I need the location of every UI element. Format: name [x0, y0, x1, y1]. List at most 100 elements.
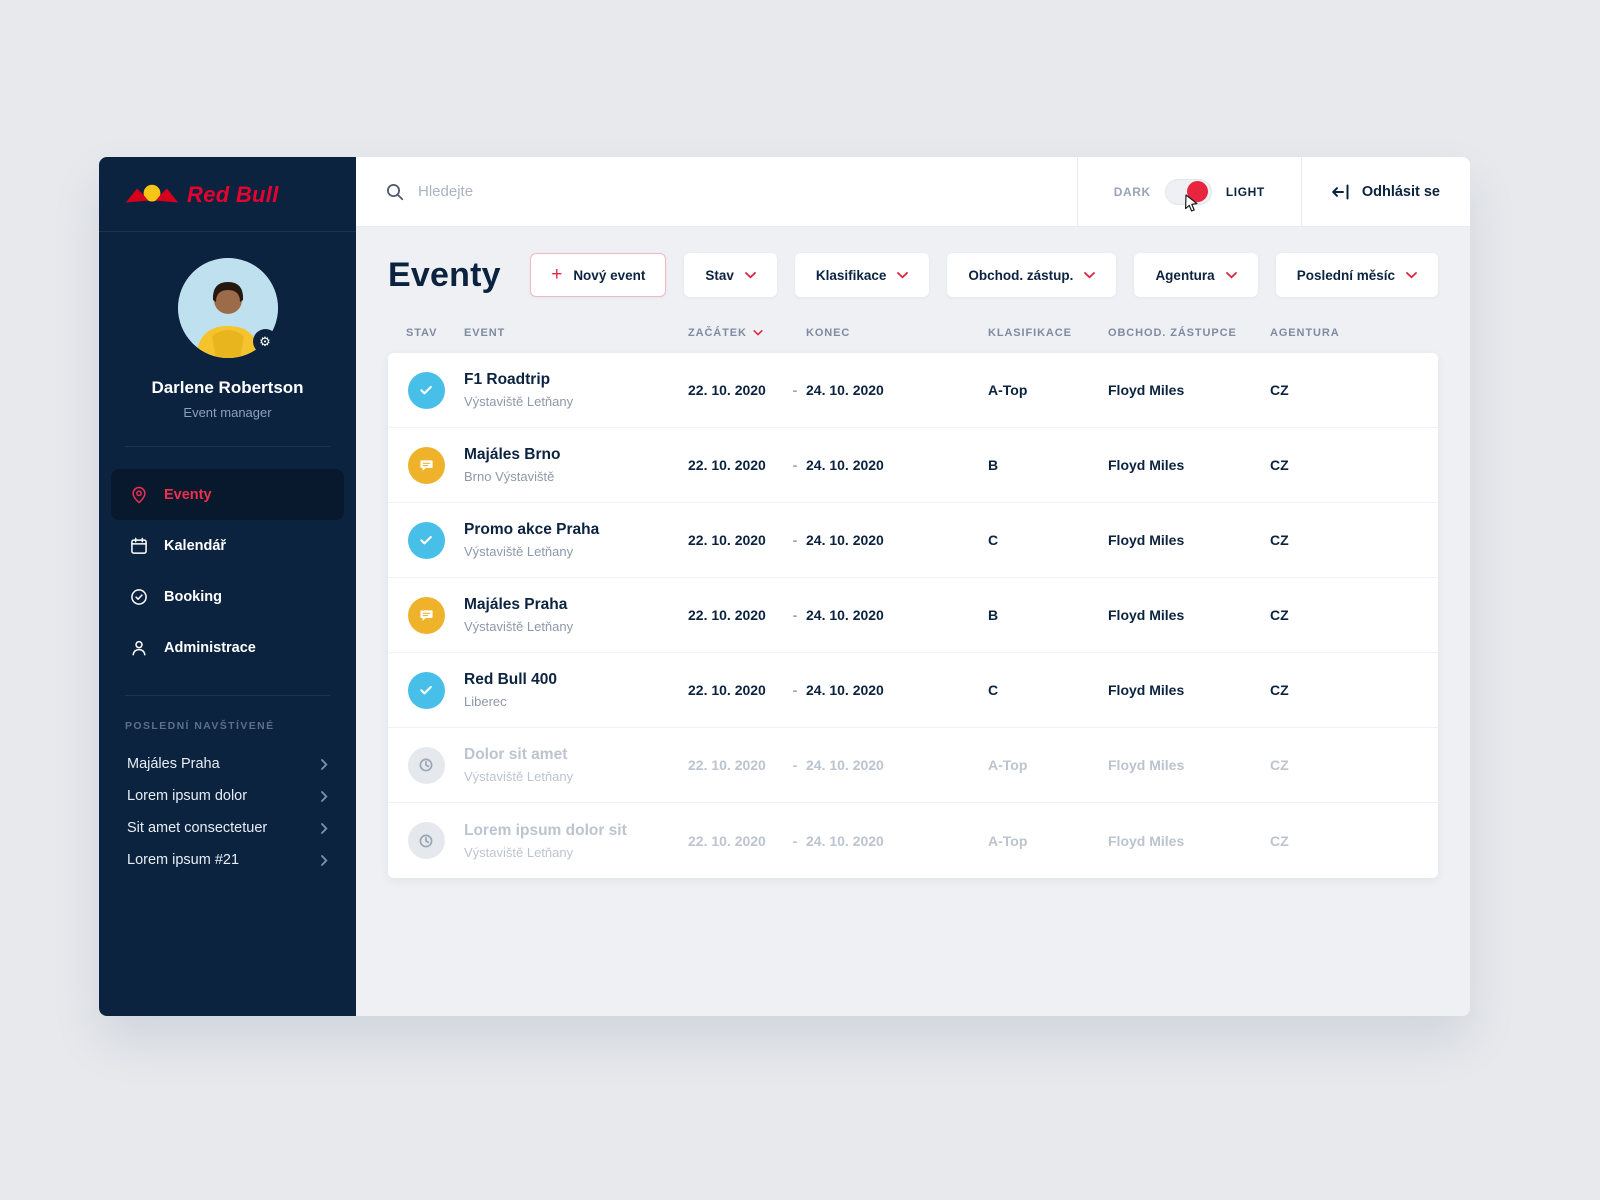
- chevron-down-icon: [897, 271, 909, 279]
- event-agency: CZ: [1270, 382, 1289, 398]
- event-classification: C: [988, 532, 999, 548]
- search-input[interactable]: [418, 183, 1047, 200]
- event-name: Red Bull 400: [464, 671, 558, 688]
- status-cell: [388, 521, 464, 559]
- chevron-right-icon: [321, 854, 328, 866]
- chevron-down-icon: [744, 271, 756, 279]
- recent-item[interactable]: Sit amet consectetuer: [125, 812, 330, 844]
- sidebar-item-booking[interactable]: Booking: [111, 571, 344, 622]
- event-start-date: 22. 10. 2020: [688, 382, 766, 398]
- event-name: F1 Roadtrip: [464, 371, 551, 388]
- header-klasifikace: Klasifikace: [988, 327, 1072, 339]
- gear-icon: ⚙: [259, 333, 271, 349]
- event-name: Lorem ipsum dolor sit: [464, 821, 627, 839]
- event-agency: CZ: [1270, 832, 1289, 849]
- date-separator: -: [792, 607, 798, 623]
- event-cell: Lorem ipsum dolor sit Výstaviště Letňany: [464, 822, 688, 860]
- clock-status-icon: [407, 746, 445, 784]
- date-separator: -: [792, 682, 798, 698]
- event-sales-rep: Floyd Miles: [1108, 832, 1185, 849]
- recent-visited-section: Poslední navštívené Majáles Praha Lorem …: [99, 718, 356, 878]
- content-area: Eventy + Nový event Stav Klasifikace: [356, 227, 1470, 1016]
- filter-label: Klasifikace: [815, 267, 887, 283]
- filter-posledni-mesic[interactable]: Poslední měsíc: [1275, 253, 1438, 297]
- event-cell: Majáles Brno Brno Výstaviště: [464, 446, 688, 484]
- date-separator: -: [792, 532, 798, 548]
- recent-item[interactable]: Majáles Praha: [125, 748, 330, 780]
- header-zacatek[interactable]: Začátek: [688, 327, 784, 339]
- sidebar-item-administrace[interactable]: Administrace: [111, 622, 344, 673]
- event-agency: CZ: [1270, 532, 1289, 548]
- user-icon: [129, 638, 149, 658]
- plus-icon: +: [551, 263, 563, 285]
- theme-toggle[interactable]: [1164, 178, 1212, 212]
- sort-chevron-down-icon: [753, 330, 763, 336]
- table-row[interactable]: Dolor sit amet Výstaviště Letňany 22. 10…: [388, 728, 1438, 803]
- event-agency: CZ: [1270, 682, 1289, 698]
- user-role: Event manager: [183, 405, 272, 420]
- filter-klasifikace[interactable]: Klasifikace: [794, 253, 930, 297]
- logout-button[interactable]: Odhlásit se: [1300, 157, 1470, 226]
- event-start-date: 22. 10. 2020: [688, 607, 766, 623]
- comment-status-icon: [407, 446, 445, 484]
- sidebar-item-kalendar[interactable]: Kalendář: [111, 520, 344, 571]
- event-venue: Výstaviště Letňany: [464, 544, 574, 559]
- new-event-label: Nový event: [573, 267, 646, 283]
- date-separator: -: [792, 457, 798, 473]
- brand-wordmark: Red Bull: [187, 182, 279, 207]
- sidebar-item-eventy[interactable]: Eventy: [111, 469, 344, 520]
- filter-agentura[interactable]: Agentura: [1134, 253, 1258, 297]
- header-event: Event: [464, 327, 506, 339]
- map-pin-icon: [129, 485, 149, 505]
- header-agentura: Agentura: [1270, 327, 1340, 339]
- filter-stav[interactable]: Stav: [684, 253, 777, 297]
- new-event-button[interactable]: + Nový event: [530, 253, 667, 297]
- recent-item[interactable]: Lorem ipsum dolor: [125, 780, 330, 812]
- events-table: F1 Roadtrip Výstaviště Letňany 22. 10. 2…: [388, 353, 1438, 878]
- event-start-date: 22. 10. 2020: [688, 832, 766, 849]
- date-separator: -: [792, 382, 798, 398]
- sidebar-item-label: Kalendář: [164, 537, 227, 554]
- user-name: Darlene Robertson: [151, 378, 304, 397]
- table-row[interactable]: Majáles Brno Brno Výstaviště 22. 10. 202…: [388, 428, 1438, 503]
- clock-status-icon: [407, 822, 445, 859]
- event-end-date: 24. 10. 2020: [806, 682, 884, 698]
- sidebar-nav: Eventy Kalendář Booking Administrace: [99, 469, 356, 673]
- status-cell: [388, 746, 464, 784]
- table-row[interactable]: F1 Roadtrip Výstaviště Letňany 22. 10. 2…: [388, 353, 1438, 428]
- event-venue: Výstaviště Letňany: [464, 394, 574, 409]
- chevron-down-icon: [1406, 271, 1417, 279]
- chevron-down-icon: [1225, 271, 1237, 279]
- event-venue: Brno Výstaviště: [464, 469, 555, 484]
- event-end-date: 24. 10. 2020: [806, 832, 884, 849]
- recent-item-label: Sit amet consectetuer: [127, 820, 268, 836]
- event-sales-rep: Floyd Miles: [1108, 607, 1185, 623]
- table-row[interactable]: Promo akce Praha Výstaviště Letňany 22. …: [388, 503, 1438, 578]
- table-row[interactable]: Red Bull 400 Liberec 22. 10. 2020 - 24. …: [388, 653, 1438, 728]
- event-sales-rep: Floyd Miles: [1108, 457, 1185, 473]
- logout-icon: [1332, 184, 1349, 199]
- sidebar: Red Bull ⚙ Darlene Robertson E: [99, 157, 356, 1016]
- table-row[interactable]: Majáles Praha Výstaviště Letňany 22. 10.…: [388, 578, 1438, 653]
- cursor-icon: [1184, 193, 1198, 212]
- header-stav: Stav: [406, 327, 438, 339]
- profile-settings-button[interactable]: ⚙: [252, 329, 278, 354]
- event-sales-rep: Floyd Miles: [1108, 682, 1185, 698]
- status-cell: [388, 371, 464, 409]
- theme-light-label: LIGHT: [1225, 184, 1265, 199]
- filter-obchodni-zastupce[interactable]: Obchod. zástup.: [947, 253, 1117, 297]
- event-start-date: 22. 10. 2020: [688, 457, 766, 473]
- theme-dark-label: DARK: [1113, 184, 1151, 199]
- sidebar-item-label: Booking: [164, 588, 222, 605]
- recent-item[interactable]: Lorem ipsum #21: [125, 844, 330, 876]
- table-row[interactable]: Lorem ipsum dolor sit Výstaviště Letňany…: [388, 803, 1438, 878]
- brand-logo: Red Bull: [99, 157, 356, 232]
- event-end-date: 24. 10. 2020: [806, 532, 884, 548]
- event-cell: Dolor sit amet Výstaviště Letňany: [464, 746, 688, 784]
- event-venue: Výstaviště Letňany: [464, 769, 574, 784]
- date-separator: -: [792, 832, 798, 849]
- event-sales-rep: Floyd Miles: [1108, 532, 1185, 548]
- event-classification: A-Top: [988, 832, 1028, 849]
- event-start-date: 22. 10. 2020: [688, 682, 766, 698]
- event-cell: Red Bull 400 Liberec: [464, 671, 688, 709]
